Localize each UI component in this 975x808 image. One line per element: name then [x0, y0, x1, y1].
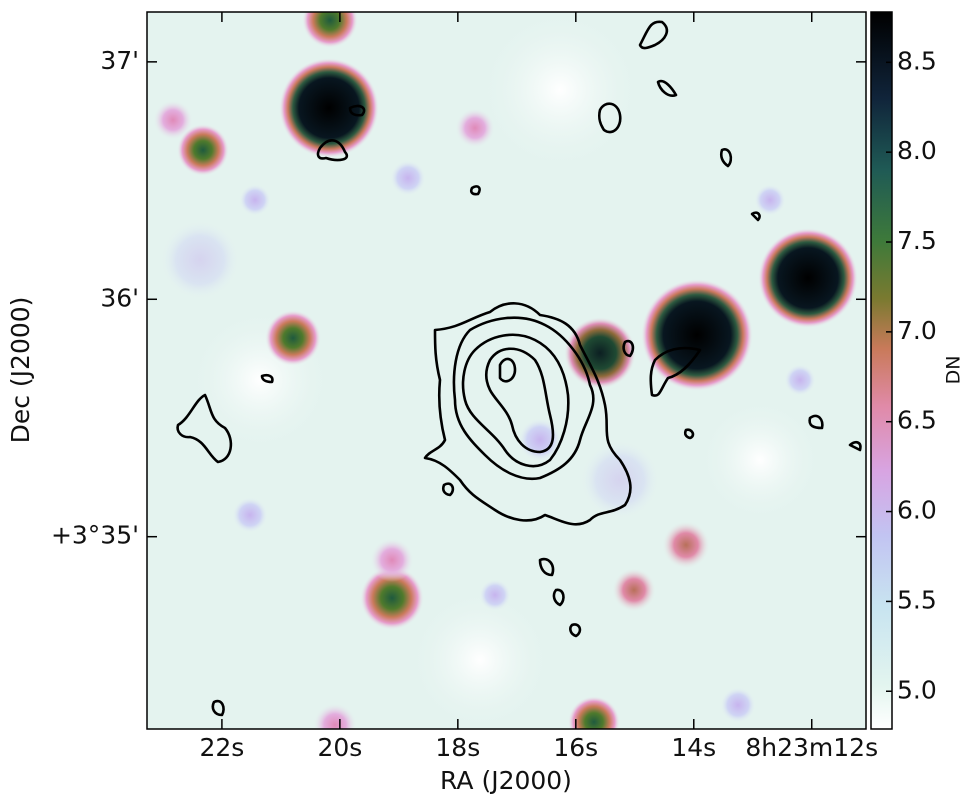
- y-tick-label: 37': [100, 46, 139, 75]
- x-tick-label: 22s: [199, 733, 244, 762]
- colorbar-tick-label: 6.5: [897, 406, 937, 435]
- colorbar-tick-label: 7.0: [897, 316, 937, 345]
- y-axis-label: Dec (J2000): [6, 297, 35, 444]
- colorbar-tick-label: 7.5: [897, 226, 937, 255]
- colorbar-label: DN: [943, 356, 965, 385]
- contours: [176, 20, 862, 717]
- colorbar: [870, 11, 893, 730]
- x-tick-label: 20s: [317, 733, 362, 762]
- image: [147, 12, 866, 729]
- y-tick-label: +3°35': [51, 521, 139, 550]
- plot-frame: [146, 11, 867, 730]
- colorbar-tick-label: 6.0: [897, 496, 937, 525]
- x-tick-label: 14s: [671, 733, 716, 762]
- colorbar-tick-label: 5.0: [897, 675, 937, 704]
- x-axis-label: RA (J2000): [440, 766, 572, 795]
- x-tick-label: 18s: [435, 733, 480, 762]
- colorbar-tick-label: 8.5: [897, 46, 937, 75]
- x-tick-label: 16s: [553, 733, 598, 762]
- y-tick-label: 36': [100, 283, 139, 312]
- colorbar-tick-label: 5.5: [897, 585, 937, 614]
- x-tick-label: 8h23m12s: [745, 733, 878, 762]
- colorbar-tick-label: 8.0: [897, 136, 937, 165]
